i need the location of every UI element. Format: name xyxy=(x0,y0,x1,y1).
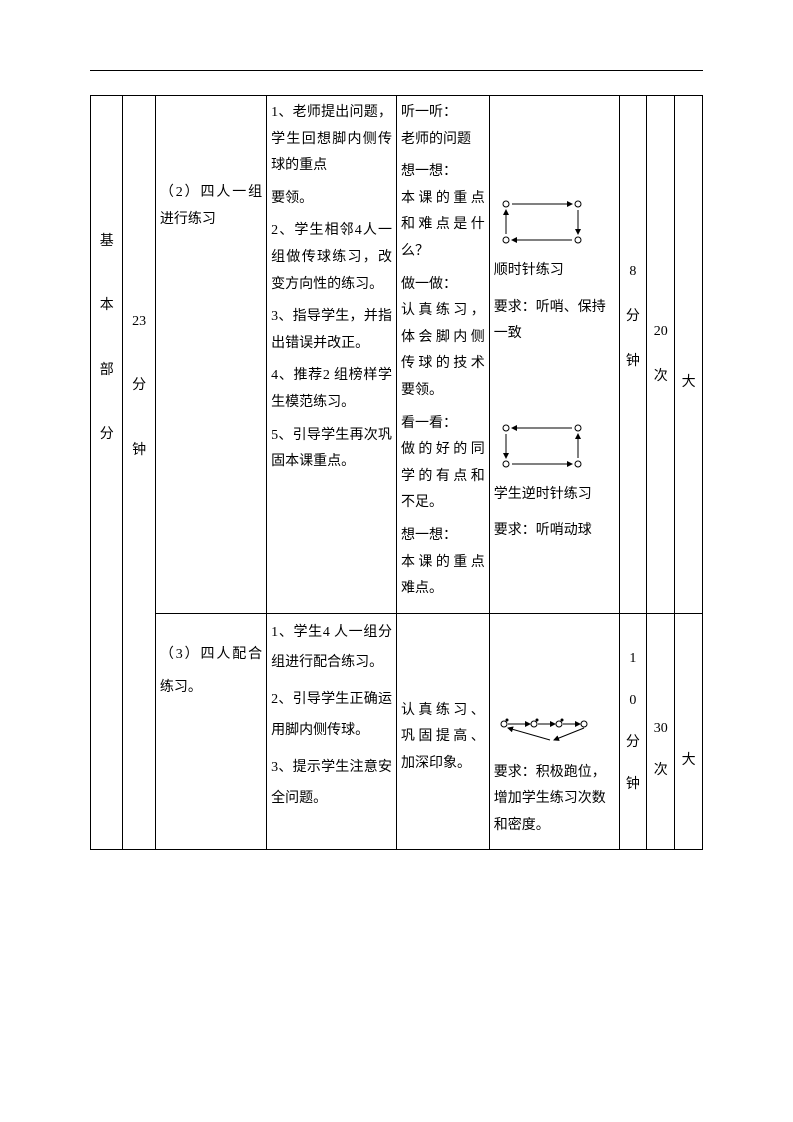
section-char: 基 xyxy=(95,210,118,274)
org-text: 学生逆时针练习 xyxy=(494,482,615,509)
duration-unit: 分 xyxy=(624,722,643,764)
student-cell: 认真练习、巩固提高、加深印象。 xyxy=(396,613,489,850)
count-unit: 次 xyxy=(651,750,670,792)
teacher-step: 5、引导学生再次巩固本课重点。 xyxy=(271,423,392,476)
section-char: 本 xyxy=(95,274,118,338)
section-char: 部 xyxy=(95,339,118,403)
teacher-cell: 1、学生4 人一组分组进行配合练习。 2、引导学生正确运用脚内侧传球。 3、提示… xyxy=(267,613,397,850)
teacher-step: 3、指导学生，并指出错误并改正。 xyxy=(271,304,392,357)
intensity-cell: 大 xyxy=(675,96,703,614)
duration-number: 8 xyxy=(624,250,643,295)
section-cell: 基 本 部 分 xyxy=(91,96,123,850)
student-label: 听一听： xyxy=(401,105,457,120)
org-text: 要求：积极跑位，增加学生练习次数和密度。 xyxy=(494,760,615,840)
intensity-cell: 大 xyxy=(675,613,703,850)
duration-unit: 钟 xyxy=(624,340,643,385)
teacher-step: 2、引导学生正确运用脚内侧传球。 xyxy=(271,685,392,747)
count-cell: 20 次 xyxy=(647,96,675,614)
duration-cell: 8 分 钟 xyxy=(619,96,647,614)
time-unit: 钟 xyxy=(127,419,150,483)
count-unit: 次 xyxy=(651,355,670,400)
student-label: 看一看： xyxy=(401,416,457,431)
lesson-plan-table: 基 本 部 分 23 分 钟 （2）四人一组进行练习 1、老师提出问题，学生回想… xyxy=(90,95,703,850)
formation-diagram-cw xyxy=(494,194,615,250)
formation-diagram-line xyxy=(494,712,615,752)
student-text: 认真练习，体会脚内侧传球的技术要领。 xyxy=(401,298,485,404)
student-text: 做的好的同学的有点和不足。 xyxy=(401,437,485,517)
activity-cell: （3）四人配合练习。 xyxy=(155,613,266,850)
count-number: 30 xyxy=(651,708,670,750)
student-label: 想一想： xyxy=(401,528,457,543)
teacher-step: 2、学生相邻4人一组做传球练习，改变方向性的练习。 xyxy=(271,218,392,298)
activity-text: （3）四人配合练习。 xyxy=(160,618,262,705)
header-rule xyxy=(90,70,703,71)
duration-number: 0 xyxy=(624,680,643,722)
teacher-step: 1、学生4 人一组分组进行配合练习。 xyxy=(271,618,392,680)
intensity-value: 大 xyxy=(679,748,698,775)
org-text: 顺时针练习 xyxy=(494,258,615,285)
organize-cell: 顺时针练习 要求：听哨、保持一致 学 xyxy=(489,96,619,614)
duration-unit: 钟 xyxy=(624,764,643,806)
teacher-step: 3、提示学生注意安全问题。 xyxy=(271,753,392,815)
teacher-step: 4、推荐2 组榜样学生模范练习。 xyxy=(271,363,392,416)
student-text: 本课的重点难点。 xyxy=(401,550,485,603)
time-cell: 23 分 钟 xyxy=(123,96,155,850)
teacher-step: 1、老师提出问题，学生回想脚内侧传球的重点 xyxy=(271,100,392,180)
student-cell: 听一听： 老师的问题 想一想： 本课的重点和难点是什么？ 做一做： 认真练习，体… xyxy=(396,96,489,614)
teacher-cell: 1、老师提出问题，学生回想脚内侧传球的重点 要领。 2、学生相邻4人一组做传球练… xyxy=(267,96,397,614)
intensity-value: 大 xyxy=(679,370,698,397)
student-text: 认真练习、巩固提高、加深印象。 xyxy=(401,698,485,778)
table-row: （3）四人配合练习。 1、学生4 人一组分组进行配合练习。 2、引导学生正确运用… xyxy=(91,613,703,850)
count-cell: 30 次 xyxy=(647,613,675,850)
activity-text: （2）四人一组进行练习 xyxy=(160,100,262,233)
page: 基 本 部 分 23 分 钟 （2）四人一组进行练习 1、老师提出问题，学生回想… xyxy=(0,0,793,1122)
organize-cell: 要求：积极跑位，增加学生练习次数和密度。 xyxy=(489,613,619,850)
table-row: 基 本 部 分 23 分 钟 （2）四人一组进行练习 1、老师提出问题，学生回想… xyxy=(91,96,703,614)
student-text: 本课的重点和难点是什么？ xyxy=(401,186,485,266)
teacher-step: 要领。 xyxy=(271,186,392,213)
student-text: 老师的问题 xyxy=(401,127,485,154)
activity-cell: （2）四人一组进行练习 xyxy=(155,96,266,614)
section-char: 分 xyxy=(95,403,118,467)
formation-diagram-ccw xyxy=(494,418,615,474)
org-text: 要求：听哨、保持一致 xyxy=(494,295,615,348)
time-number: 23 xyxy=(127,290,150,354)
student-label: 做一做： xyxy=(401,277,457,292)
org-text: 要求：听哨动球 xyxy=(494,518,615,545)
time-unit: 分 xyxy=(127,354,150,418)
student-label: 想一想： xyxy=(401,164,457,179)
duration-number: 1 xyxy=(624,638,643,680)
duration-unit: 分 xyxy=(624,295,643,340)
count-number: 20 xyxy=(651,310,670,355)
duration-cell: 1 0 分 钟 xyxy=(619,613,647,850)
